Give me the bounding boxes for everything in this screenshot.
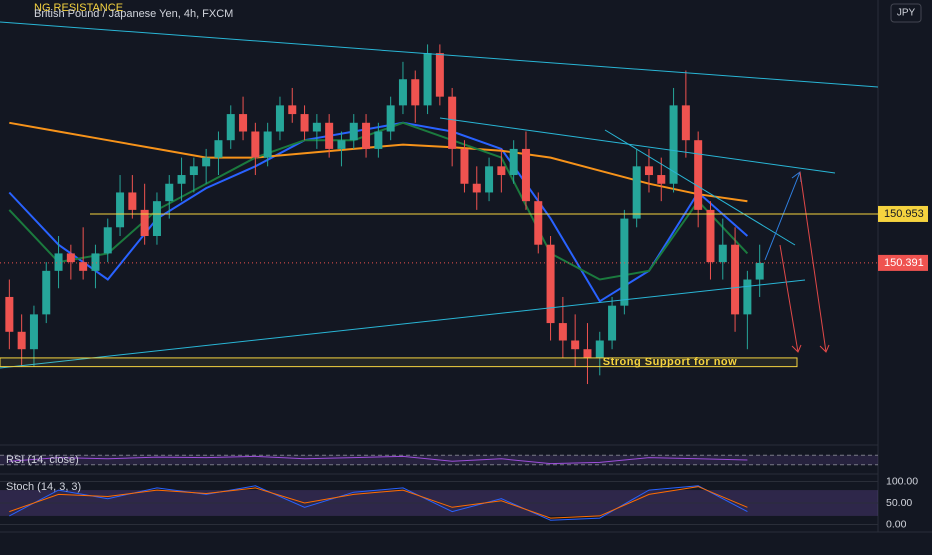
candle-body — [337, 140, 346, 149]
candle-body — [521, 148, 530, 202]
candle-body — [595, 340, 604, 358]
trendline — [604, 129, 796, 246]
candle-body — [263, 131, 272, 158]
candle-body — [5, 296, 14, 332]
candles — [5, 44, 764, 385]
candle-body — [694, 140, 703, 210]
candle-body — [608, 305, 617, 341]
candle-body — [583, 349, 592, 358]
candle-body — [374, 131, 383, 149]
candle-body — [79, 262, 88, 271]
axes: 100.00 50.00 0.00 — [886, 475, 918, 530]
candle-body — [312, 122, 321, 132]
candle-body — [534, 201, 543, 245]
support-label: Strong Support for now — [603, 356, 737, 368]
candle-body — [669, 105, 678, 184]
candle-body — [226, 114, 235, 141]
candle-body — [731, 244, 740, 315]
candle-body — [66, 253, 75, 263]
candle-body — [620, 218, 629, 306]
currency-button[interactable] — [890, 3, 922, 23]
trendlines — [0, 21, 879, 369]
arrows — [764, 171, 830, 353]
stoch-tick-label: 0.00 — [886, 518, 907, 530]
candle-body — [558, 323, 567, 341]
candle-body — [448, 96, 457, 149]
candle-body — [275, 105, 284, 132]
candle-body — [140, 209, 149, 236]
last-price-tag — [878, 254, 928, 271]
candle-body — [91, 253, 100, 271]
candle-body — [460, 148, 469, 184]
rsi-label: RSI (14, close) — [6, 454, 79, 466]
candle-body — [128, 192, 137, 210]
candle-body — [546, 244, 555, 324]
candle-body — [214, 140, 223, 158]
stoch-label: Stoch (14, 3, 3) — [6, 481, 81, 493]
candle-body — [386, 105, 395, 132]
candle-body — [177, 175, 186, 184]
banner: NG RESISTANCE — [34, 2, 123, 14]
candle-body — [644, 166, 653, 176]
candle-body — [42, 270, 51, 315]
candle-body — [743, 279, 752, 315]
candle-body — [251, 131, 260, 158]
candle-body — [116, 192, 125, 228]
support-zone — [0, 357, 798, 368]
level-tag — [878, 205, 928, 222]
title: British Pound / Japanese Yen, 4h, FXCM — [34, 8, 233, 20]
candle-body — [681, 105, 690, 141]
candle-body — [17, 331, 26, 350]
candle-body — [497, 166, 506, 176]
stoch-tick-label: 100.00 — [886, 475, 918, 487]
candle-body — [423, 53, 432, 106]
candle-body — [288, 105, 297, 115]
stoch-tick-label: 50.00 — [886, 497, 912, 509]
candle-body — [202, 157, 211, 167]
candle-body — [398, 79, 407, 106]
candle-body — [29, 314, 38, 350]
candle-body — [706, 209, 715, 263]
overlay: Strong Support for now 150.953 150.391 — [0, 205, 928, 526]
candle-body — [189, 166, 198, 176]
candle-body — [632, 166, 641, 219]
currency[interactable]: JPY — [897, 8, 916, 19]
level-label: 150.953 — [884, 208, 924, 220]
candle-body — [755, 262, 764, 280]
candle-body — [239, 114, 248, 132]
trendline — [0, 279, 806, 369]
trendline — [0, 21, 879, 88]
candle-body — [472, 183, 481, 193]
candle-body — [165, 183, 174, 202]
candle-body — [300, 114, 309, 132]
candle-body — [657, 175, 666, 184]
candle-body — [571, 340, 580, 350]
candle-body — [349, 122, 358, 141]
candle-body — [54, 253, 63, 271]
trendline — [439, 117, 836, 174]
rsi-line — [9, 455, 748, 465]
candle-body — [485, 166, 494, 193]
last-price-label: 150.391 — [884, 257, 924, 269]
stoch-d — [9, 486, 748, 519]
candle-body — [325, 122, 334, 149]
arrow — [799, 171, 830, 353]
candle-body — [362, 122, 371, 149]
candle-body — [435, 53, 444, 97]
candle-body — [103, 227, 112, 254]
candle-body — [152, 201, 161, 236]
candle-body — [411, 79, 420, 106]
arrow — [779, 244, 802, 353]
candle-body — [509, 148, 518, 176]
candle-body — [718, 244, 727, 263]
